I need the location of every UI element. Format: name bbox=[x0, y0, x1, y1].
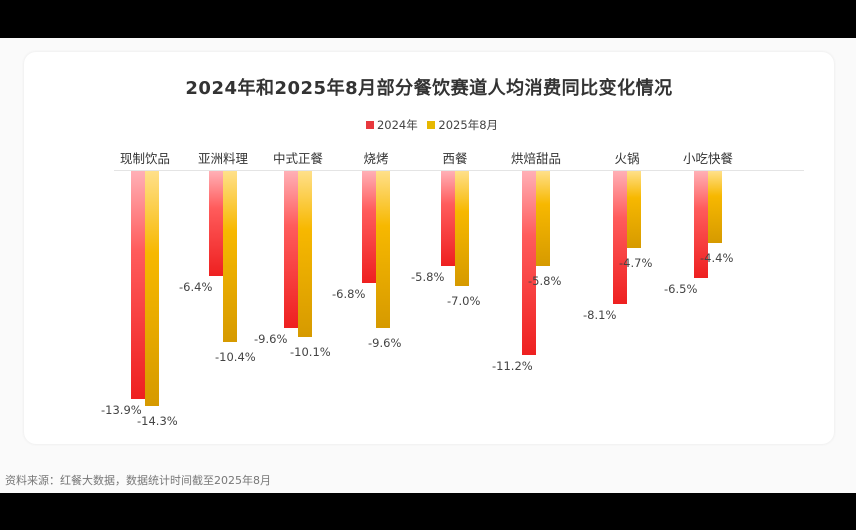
bar-2024 bbox=[694, 171, 708, 278]
category-label: 西餐 bbox=[442, 151, 468, 166]
value-label: -13.9% bbox=[101, 402, 142, 417]
category-label: 小吃快餐 bbox=[682, 151, 733, 166]
chart-title: 2024年和2025年8月部分餐饮赛道人均消费同比变化情况 bbox=[185, 78, 673, 99]
bar-2025-aug bbox=[376, 171, 390, 329]
value-label: -9.6% bbox=[254, 332, 288, 347]
category-label: 烘焙甜品 bbox=[510, 151, 561, 166]
bar-2025-aug bbox=[145, 171, 159, 406]
legend-label-2025-aug: 2025年8月 bbox=[438, 118, 499, 132]
value-label: -11.2% bbox=[492, 358, 533, 373]
bar-2025-aug bbox=[223, 171, 237, 342]
value-label: -6.5% bbox=[664, 281, 698, 296]
legend-swatch-2025-aug bbox=[427, 121, 436, 129]
bar-2025-aug bbox=[298, 171, 312, 337]
value-label: -4.7% bbox=[619, 256, 653, 271]
chart-card: 2024年和2025年8月部分餐饮赛道人均消费同比变化情况 2024年 2025… bbox=[24, 52, 834, 444]
bar-2024 bbox=[522, 171, 536, 355]
category-label: 火锅 bbox=[614, 151, 640, 166]
bar-2025-aug bbox=[627, 171, 641, 249]
category-axis-line bbox=[114, 170, 804, 171]
value-label: -5.8% bbox=[528, 274, 562, 289]
bar-2024 bbox=[209, 171, 223, 276]
value-label: -6.4% bbox=[179, 279, 213, 294]
category-label: 烧烤 bbox=[363, 151, 389, 166]
bar-2025-aug bbox=[536, 171, 550, 267]
value-label: -5.8% bbox=[411, 270, 445, 285]
bar-2024 bbox=[441, 171, 455, 267]
value-label: -9.6% bbox=[368, 336, 402, 351]
legend-label-2024: 2024年 bbox=[376, 118, 418, 132]
bar-2024 bbox=[284, 171, 298, 329]
source-note: 资料来源：红餐大数据，数据统计时间截至2025年8月 bbox=[5, 474, 271, 487]
bar-2024 bbox=[362, 171, 376, 283]
bar-2025-aug bbox=[455, 171, 469, 286]
value-label: -4.4% bbox=[700, 251, 734, 266]
chart-legend: 2024年 2025年8月 bbox=[24, 117, 834, 133]
value-label: -8.1% bbox=[583, 307, 617, 322]
value-label: -14.3% bbox=[137, 413, 178, 428]
bar-2024 bbox=[131, 171, 145, 399]
value-label: -7.0% bbox=[447, 293, 481, 308]
category-label: 中式正餐 bbox=[272, 151, 323, 166]
bar-2024 bbox=[613, 171, 627, 304]
value-label: -6.8% bbox=[332, 286, 366, 301]
category-label: 亚洲料理 bbox=[197, 151, 248, 166]
category-label: 现制饮品 bbox=[119, 151, 170, 166]
bar-2025-aug bbox=[708, 171, 722, 244]
page-background: 2024年和2025年8月部分餐饮赛道人均消费同比变化情况 2024年 2025… bbox=[0, 38, 856, 493]
value-label: -10.4% bbox=[215, 349, 256, 364]
legend-swatch-2024 bbox=[365, 121, 374, 129]
value-label: -10.1% bbox=[290, 344, 331, 359]
